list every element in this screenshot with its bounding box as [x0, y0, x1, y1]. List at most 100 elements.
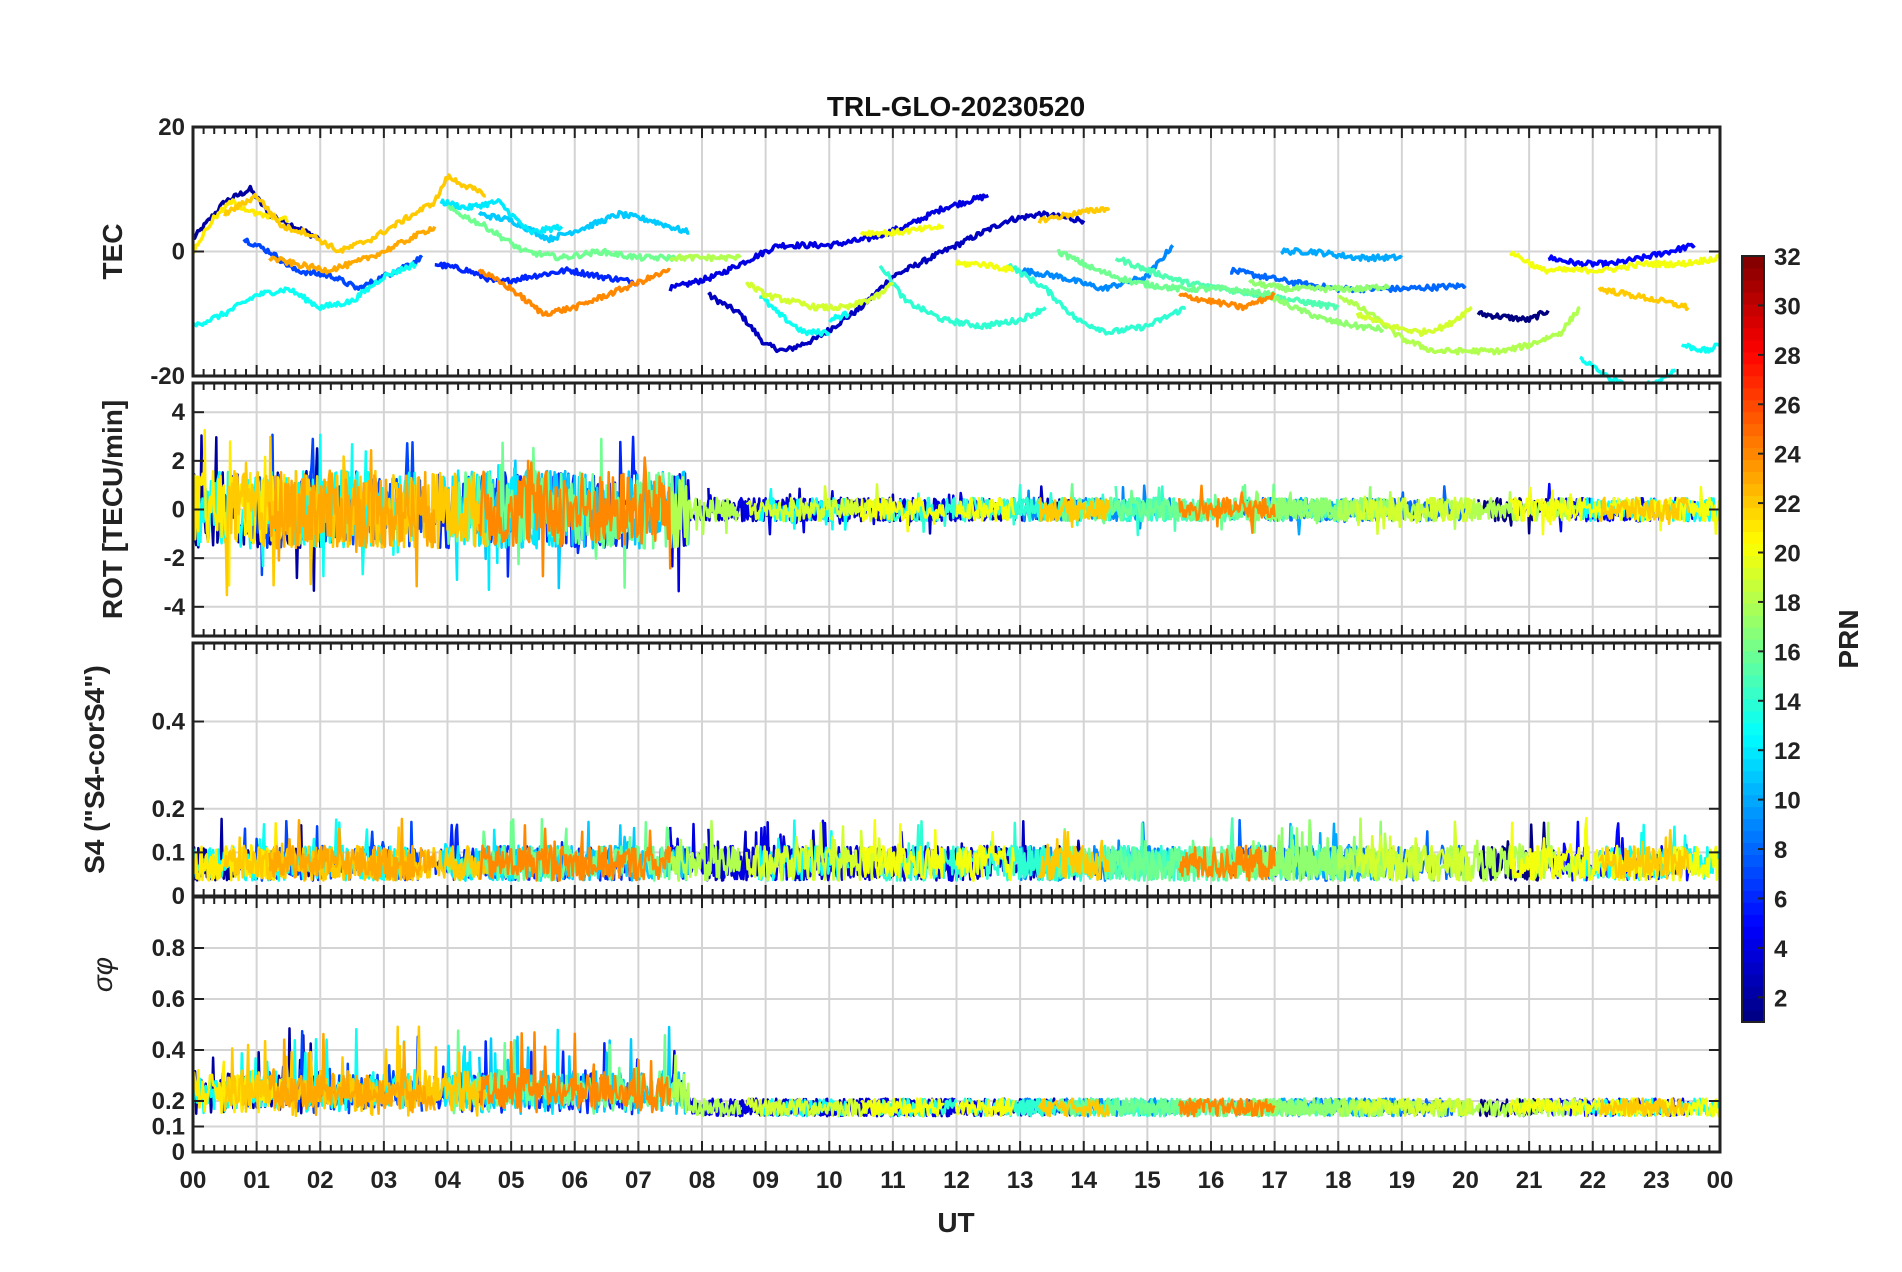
- colorbar-label: PRN: [1833, 609, 1864, 668]
- colorbar-swatch: [1742, 471, 1764, 485]
- colorbar-swatch: [1742, 579, 1764, 592]
- colorbar-tick-label: 26: [1774, 392, 1801, 419]
- s4-line-prn-23: [268, 817, 437, 882]
- colorbar-swatch: [1742, 794, 1764, 808]
- colorbar-swatch: [1742, 674, 1764, 688]
- tec-line-prn-22: [1597, 286, 1690, 312]
- sigma-line-prn-20: [955, 1097, 1016, 1118]
- colorbar-swatch: [1742, 411, 1764, 425]
- sigma-line-prn-24: [1177, 1097, 1276, 1118]
- data-rot: [191, 428, 1722, 597]
- rot-line-prn-20: [955, 496, 1016, 523]
- colorbar-tick-label: 6: [1774, 886, 1787, 913]
- x-ticks-rot: [192, 383, 1721, 636]
- sigma-line-prn-19: [1356, 1097, 1474, 1118]
- colorbar-tick-label: 22: [1774, 491, 1801, 518]
- colorbar-swatch: [1742, 878, 1764, 891]
- x-tick-label: 08: [689, 1167, 716, 1194]
- tec-line-prn-1: [1476, 309, 1550, 323]
- colorbar-swatch: [1742, 256, 1764, 269]
- colorbar-tick-label: 18: [1774, 590, 1801, 617]
- y-tick-label: -20: [150, 363, 185, 390]
- colorbar-swatch: [1742, 914, 1764, 927]
- tec-line-prn-12: [439, 198, 564, 236]
- colorbar-swatch: [1742, 1010, 1764, 1023]
- x-tick-label: 14: [1070, 1167, 1097, 1194]
- colorbar-swatch: [1742, 315, 1764, 329]
- x-tick-label: 09: [752, 1167, 779, 1194]
- colorbar-swatch: [1742, 770, 1764, 784]
- tec-line-prn-9: [1019, 244, 1175, 292]
- rot-line-prn-20: [1508, 485, 1721, 536]
- y-tick-label: 4: [172, 399, 186, 426]
- colorbar-tick-label: 20: [1774, 541, 1801, 568]
- rot-line-prn-22: [1037, 496, 1111, 529]
- tec-line-prn-6: [434, 261, 640, 287]
- y-tick-label: 0.1: [152, 1114, 185, 1141]
- sigma-line-prn-18: [668, 1054, 742, 1118]
- tec-line-prn-16: [447, 204, 678, 262]
- rot-line-prn-17: [1247, 490, 1391, 534]
- sigma-line-prn-22: [223, 1025, 487, 1118]
- rot-line-prn-21: [191, 428, 290, 587]
- sigma-line-prn-20: [860, 1097, 945, 1118]
- s4-line-prn-19: [1356, 820, 1474, 882]
- tec-line-prn-20: [859, 223, 945, 238]
- colorbar-swatch: [1742, 639, 1764, 652]
- colorbar-swatch: [1742, 495, 1764, 508]
- y-tick-label: 0.8: [152, 935, 185, 962]
- y-tick-label: 0: [172, 239, 185, 266]
- data-tec: [191, 173, 1722, 393]
- s4-line-prn-17: [1247, 826, 1391, 881]
- rot-line-prn-19: [1356, 495, 1474, 536]
- colorbar-swatch: [1742, 327, 1764, 341]
- colorbar-swatch: [1742, 926, 1764, 939]
- x-tick-label: 02: [307, 1167, 334, 1194]
- colorbar-swatch: [1742, 650, 1764, 664]
- y-tick-label: -2: [164, 545, 185, 572]
- x-tick-label: 19: [1389, 1167, 1416, 1194]
- s4-line-prn-24: [478, 823, 672, 882]
- colorbar-tick-label: 32: [1774, 244, 1801, 271]
- s4-line-prn-22: [1598, 829, 1690, 881]
- colorbar-swatch: [1742, 962, 1764, 975]
- x-ticks-tec: [192, 127, 1721, 376]
- panel-rot: -4 -2 0 2 4 ROT [TECU/min]: [97, 381, 1722, 638]
- chart-title: TRL-GLO-20230520: [827, 91, 1085, 122]
- colorbar-swatch: [1742, 603, 1764, 616]
- panel-s4: 0 0.1 0.2 0.4 S4 ("S4-corS4"): [79, 641, 1722, 910]
- rot-line-prn-22: [1598, 496, 1690, 526]
- colorbar-swatch: [1742, 986, 1764, 999]
- colorbar-tick-label: 30: [1774, 293, 1801, 320]
- colorbar-swatch: [1742, 339, 1764, 353]
- x-tick-label: 03: [371, 1167, 398, 1194]
- colorbar-swatch: [1742, 267, 1764, 281]
- x-tick-label: 22: [1579, 1167, 1606, 1194]
- x-tick-label: 00: [180, 1167, 207, 1194]
- y-axis-label-tec: TEC: [97, 224, 128, 280]
- tec-line-prn-14: [878, 264, 1047, 330]
- colorbar-swatch: [1742, 854, 1764, 868]
- x-tick-label: 01: [243, 1167, 270, 1194]
- colorbar-swatch: [1742, 351, 1764, 365]
- sigma-line-prn-23: [268, 1032, 437, 1117]
- tec-line-prn-22: [223, 173, 487, 254]
- tec-line-prn-13: [759, 295, 831, 337]
- colorbar-swatch: [1742, 902, 1764, 915]
- tec-line-prn-16: [1056, 248, 1277, 299]
- data-sigma: [191, 1025, 1722, 1118]
- colorbar-swatch: [1742, 279, 1764, 293]
- colorbar-swatch: [1742, 555, 1764, 568]
- y-tick-label: 0: [172, 497, 185, 524]
- sigma-line-prn-22: [1038, 1097, 1111, 1118]
- tec-line-prn-20: [954, 259, 1015, 273]
- colorbar-swatch: [1742, 722, 1764, 736]
- colorbar-swatch: [1742, 519, 1764, 532]
- colorbar-swatch: [1742, 866, 1764, 879]
- s4-line-prn-20: [1508, 816, 1722, 882]
- tec-line-prn-13: [1680, 342, 1721, 354]
- tec-line-prn-10: [1280, 247, 1403, 263]
- x-tick-label: 11: [880, 1167, 905, 1194]
- x-tick-label: 20: [1452, 1167, 1479, 1194]
